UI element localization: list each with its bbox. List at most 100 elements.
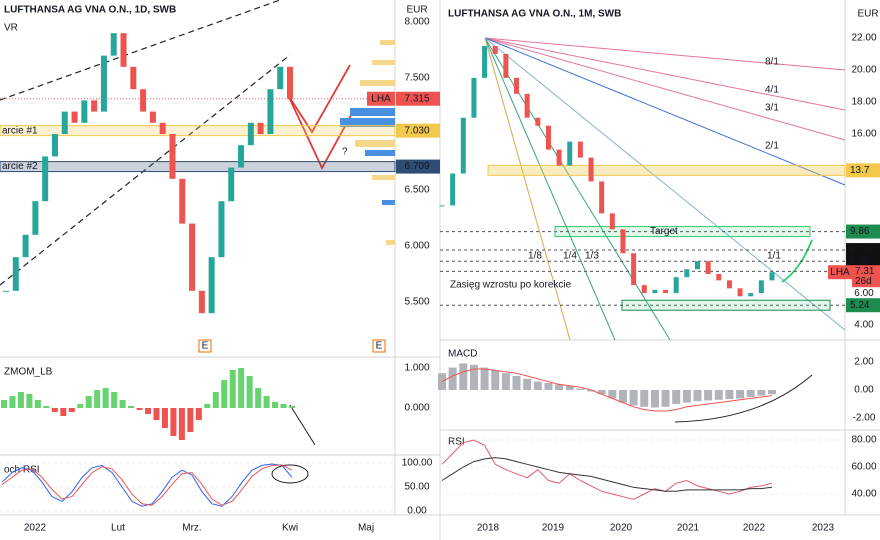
pane-title: RSI	[448, 437, 465, 448]
y-tick-label: 60.00	[851, 462, 876, 473]
momentum-bar	[229, 370, 236, 408]
time-label: 2022	[743, 523, 766, 534]
level-tag	[846, 298, 880, 313]
candle	[503, 53, 509, 78]
y-tick-label: 7.500	[404, 73, 429, 84]
momentum-bar	[289, 406, 295, 408]
macd-bar	[725, 390, 734, 400]
y-tick-label: 40.00	[851, 489, 876, 500]
y-tick-label: 20.00	[851, 65, 876, 76]
momentum-bar	[187, 408, 194, 432]
level-label: 7.030	[404, 125, 429, 136]
macd-bar	[757, 390, 766, 396]
rsi-circle	[271, 464, 309, 484]
momentum-bar	[238, 368, 245, 408]
momentum-bar	[102, 388, 109, 408]
candle	[22, 234, 29, 258]
fan-label: 1/3	[585, 251, 599, 262]
momentum-bar	[161, 408, 168, 428]
macd-bar	[672, 390, 681, 404]
momentum-bar	[212, 392, 219, 408]
macd-bar	[661, 390, 670, 407]
momentum-bar	[221, 380, 228, 408]
momentum-bar	[170, 408, 177, 436]
macd-bar	[469, 364, 478, 390]
candle	[556, 149, 562, 166]
pane-title: ZMOM_LB	[4, 367, 53, 378]
projection-arrows	[287, 64, 356, 170]
macd-bar	[459, 363, 468, 390]
candle	[238, 145, 245, 168]
macd-bar	[682, 390, 691, 403]
y-tick-label: 0.00	[407, 506, 427, 517]
momentum-bar	[246, 376, 253, 408]
resistance-zone	[487, 164, 846, 176]
candle	[61, 111, 68, 134]
macd-bar	[640, 390, 649, 407]
momentum-bar	[272, 402, 279, 408]
candle	[471, 77, 477, 118]
candle	[524, 93, 530, 118]
candle	[705, 261, 711, 274]
candle	[91, 100, 98, 112]
y-tick-label: 6.000	[404, 241, 429, 252]
candle	[208, 257, 215, 314]
momentum-bar	[68, 408, 75, 412]
level-label: 8.70	[850, 245, 870, 256]
y-tick-label: 5.500	[404, 297, 429, 308]
candle	[130, 66, 137, 90]
target-label: Target	[650, 226, 678, 237]
candle	[149, 111, 156, 123]
event-label: E	[376, 341, 383, 352]
last-price: 7.315	[404, 93, 429, 104]
candle	[100, 55, 107, 112]
level-label: 8.00	[850, 256, 870, 267]
candle	[110, 33, 117, 56]
momentum-bar	[60, 408, 67, 416]
event-marker	[372, 339, 386, 353]
annotation: ?	[342, 147, 348, 158]
time-label: 2023	[812, 523, 835, 534]
last-symbol-tag	[367, 91, 395, 106]
fan-label: 4/1	[765, 85, 779, 96]
time-label: Mrz.	[182, 523, 201, 534]
candle	[673, 277, 679, 294]
candle	[189, 223, 196, 291]
rsi-ma	[441, 457, 773, 492]
momentum-bar	[128, 406, 135, 408]
macd-bar	[608, 390, 617, 399]
candle	[12, 257, 19, 291]
candle	[287, 66, 293, 99]
candle	[439, 205, 445, 207]
momentum-bar	[17, 392, 24, 408]
macd-bar	[587, 390, 596, 392]
macd-arrow	[674, 374, 813, 423]
fan-label: 3/1	[765, 103, 779, 114]
y-tick-label: 22.00	[851, 33, 876, 44]
momentum-bar	[255, 388, 262, 408]
macd-bar	[544, 383, 553, 390]
y-tick-label: 100.00	[402, 458, 433, 469]
momentum-bar	[111, 392, 118, 408]
level-label: 9.86	[850, 226, 870, 237]
candle	[51, 134, 58, 157]
macd-bar	[768, 390, 776, 395]
momentum-bar	[1, 400, 7, 408]
macd-bar	[565, 385, 574, 390]
macd-bar	[704, 390, 713, 401]
candle	[460, 117, 466, 174]
time-label: Lut	[111, 523, 125, 534]
time-label: Maj	[358, 523, 374, 534]
y-tick-label: 6.500	[404, 185, 429, 196]
candle	[81, 100, 88, 123]
candle	[758, 280, 764, 294]
y-tick-label: 4.00	[854, 320, 874, 331]
rsi-line	[441, 439, 773, 500]
candle	[684, 269, 690, 278]
candle	[179, 178, 186, 224]
macd-bar	[746, 390, 755, 397]
level-tag	[846, 163, 880, 178]
macd-bar	[491, 370, 500, 390]
range-note: Zasięg wzrostu po korekcie	[450, 280, 572, 291]
